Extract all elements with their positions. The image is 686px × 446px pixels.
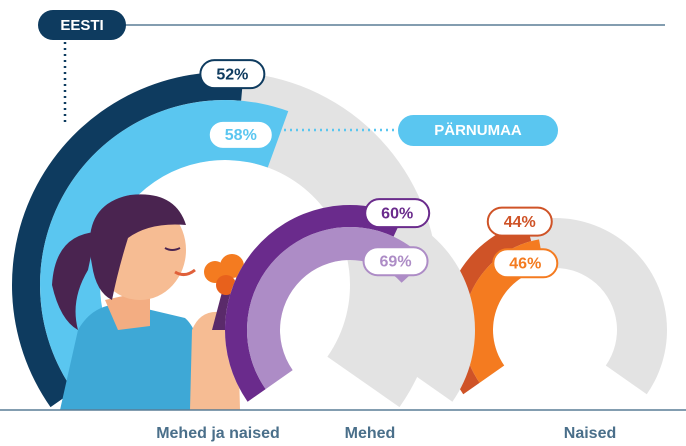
value-label: 69% xyxy=(380,253,412,270)
value-pill xyxy=(492,248,559,279)
donut xyxy=(443,218,667,395)
donut-layer xyxy=(443,218,667,395)
legend-pill xyxy=(38,10,126,40)
value-pill xyxy=(362,246,429,277)
hair xyxy=(89,194,186,300)
ponytail xyxy=(52,232,96,330)
mouth xyxy=(174,268,196,277)
arc xyxy=(246,226,426,390)
legend-pill xyxy=(398,115,558,146)
arc xyxy=(11,72,244,408)
value-label: 60% xyxy=(381,205,413,222)
legend-label: EESTI xyxy=(60,17,103,34)
x-tick-label: Mehed xyxy=(345,425,396,442)
value-label: 58% xyxy=(225,127,257,144)
flower xyxy=(216,275,236,295)
x-tick-label: Mehed ja naised xyxy=(156,425,280,442)
value-label: 46% xyxy=(509,256,541,273)
value-pill xyxy=(199,59,266,90)
value-label: 44% xyxy=(504,214,536,231)
value-pill xyxy=(364,198,431,229)
arc xyxy=(225,205,403,402)
x-tick-label: Naised xyxy=(564,425,616,442)
value-pill xyxy=(207,119,274,150)
value-label: 52% xyxy=(216,66,248,83)
neck xyxy=(105,290,150,330)
value-pill xyxy=(486,206,553,237)
legend-label: PÄRNUMAA xyxy=(434,122,522,139)
eye xyxy=(164,247,181,251)
shirt xyxy=(60,304,208,410)
